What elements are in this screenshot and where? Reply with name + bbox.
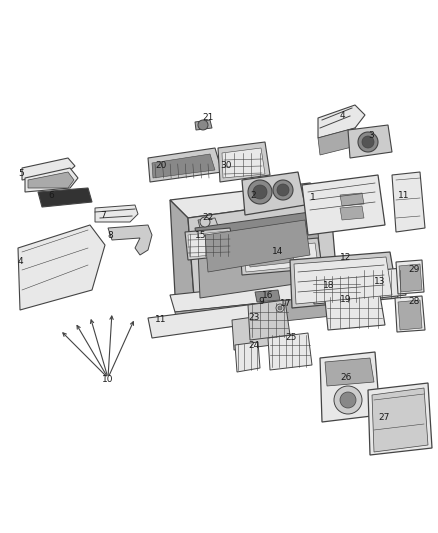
Text: 17: 17	[280, 300, 292, 309]
Polygon shape	[195, 212, 318, 250]
Polygon shape	[18, 225, 105, 310]
Text: 29: 29	[408, 265, 419, 274]
Polygon shape	[170, 183, 330, 218]
Polygon shape	[38, 188, 92, 207]
Text: 26: 26	[340, 374, 351, 383]
Polygon shape	[198, 232, 322, 298]
Polygon shape	[195, 120, 212, 130]
Polygon shape	[318, 128, 360, 155]
Text: 4: 4	[340, 110, 346, 119]
Circle shape	[334, 386, 362, 414]
Polygon shape	[398, 300, 422, 330]
Text: 25: 25	[285, 334, 297, 343]
Text: 30: 30	[220, 160, 232, 169]
Polygon shape	[340, 206, 364, 220]
Text: 5: 5	[18, 168, 24, 177]
Polygon shape	[188, 231, 232, 257]
Polygon shape	[188, 198, 338, 310]
Polygon shape	[294, 257, 392, 304]
Text: 24: 24	[248, 341, 259, 350]
Text: 15: 15	[195, 230, 206, 239]
Polygon shape	[148, 148, 222, 182]
Circle shape	[278, 306, 282, 310]
Polygon shape	[205, 220, 310, 272]
Text: 8: 8	[107, 231, 113, 240]
Polygon shape	[348, 125, 392, 158]
Polygon shape	[396, 260, 424, 294]
Polygon shape	[372, 388, 428, 452]
Polygon shape	[198, 218, 218, 228]
Text: 4: 4	[18, 257, 24, 266]
Polygon shape	[320, 352, 380, 422]
Polygon shape	[392, 172, 425, 232]
Polygon shape	[25, 168, 78, 192]
Polygon shape	[22, 158, 75, 180]
Circle shape	[198, 120, 208, 130]
Polygon shape	[302, 175, 385, 235]
Polygon shape	[218, 142, 270, 182]
Text: 14: 14	[272, 247, 283, 256]
Polygon shape	[255, 290, 280, 302]
Polygon shape	[185, 228, 235, 260]
Polygon shape	[148, 302, 278, 338]
Polygon shape	[360, 268, 406, 300]
Text: 11: 11	[398, 190, 410, 199]
Text: 13: 13	[374, 278, 385, 287]
Polygon shape	[325, 295, 385, 330]
Circle shape	[277, 184, 289, 196]
Polygon shape	[28, 172, 74, 188]
Polygon shape	[268, 333, 312, 370]
Text: 22: 22	[202, 214, 213, 222]
Polygon shape	[222, 148, 265, 178]
Polygon shape	[170, 200, 195, 310]
Text: 6: 6	[48, 191, 54, 200]
Text: 21: 21	[202, 114, 213, 123]
Circle shape	[248, 180, 272, 204]
Polygon shape	[235, 342, 260, 372]
Polygon shape	[248, 300, 290, 340]
Circle shape	[273, 180, 293, 200]
Text: 18: 18	[323, 280, 335, 289]
Polygon shape	[399, 264, 422, 292]
Text: 28: 28	[408, 297, 419, 306]
Circle shape	[362, 136, 374, 148]
Text: 23: 23	[248, 313, 259, 322]
Text: 27: 27	[378, 414, 389, 423]
Polygon shape	[318, 105, 365, 138]
Text: 19: 19	[340, 295, 352, 304]
Polygon shape	[248, 250, 295, 267]
Polygon shape	[395, 296, 425, 332]
Polygon shape	[244, 243, 318, 272]
Polygon shape	[152, 154, 215, 178]
Polygon shape	[108, 225, 152, 255]
Circle shape	[200, 217, 210, 227]
Polygon shape	[340, 193, 364, 206]
Polygon shape	[368, 383, 432, 455]
Polygon shape	[170, 278, 338, 312]
Text: 9: 9	[258, 297, 264, 306]
Polygon shape	[175, 295, 342, 332]
Text: 16: 16	[262, 290, 273, 300]
Text: 20: 20	[155, 160, 166, 169]
Circle shape	[253, 185, 267, 199]
Text: 10: 10	[102, 376, 114, 384]
Text: 11: 11	[155, 316, 166, 325]
Polygon shape	[95, 205, 138, 222]
Polygon shape	[242, 172, 305, 215]
Polygon shape	[290, 252, 398, 308]
Polygon shape	[240, 238, 322, 275]
Text: 3: 3	[368, 131, 374, 140]
Polygon shape	[232, 315, 272, 350]
Circle shape	[358, 132, 378, 152]
Text: 1: 1	[310, 193, 316, 203]
Polygon shape	[312, 274, 362, 304]
Circle shape	[340, 392, 356, 408]
Polygon shape	[325, 358, 374, 386]
Text: 2: 2	[250, 190, 256, 199]
Text: 7: 7	[100, 211, 106, 220]
Text: 12: 12	[340, 254, 351, 262]
Circle shape	[276, 304, 284, 312]
